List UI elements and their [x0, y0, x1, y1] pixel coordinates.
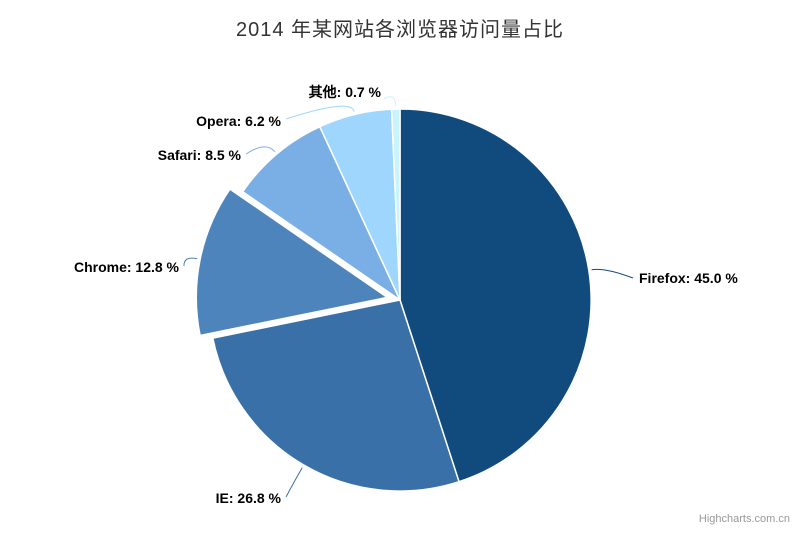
chart-title: 2014 年某网站各浏览器访问量占比 [236, 18, 564, 41]
label-connector-opera [285, 105, 355, 120]
pie-slice-ie[interactable] [212, 299, 460, 492]
data-labels: Firefox: 45.0 % IE: 26.8 % Chrome: 12.8 % S… [73, 83, 739, 507]
pie-slice-safari[interactable] [241, 125, 401, 301]
label-connector-chrome [183, 257, 198, 267]
pie-slice-firefox[interactable] [399, 108, 592, 483]
label-connector-safari [245, 146, 276, 155]
pie-slice-other[interactable] [390, 108, 401, 301]
label-connector-other [383, 96, 397, 107]
data-label-other: 其他: 0.7 % [309, 84, 382, 100]
pie-slice-chrome[interactable] [195, 188, 389, 337]
data-label-firefox: Firefox: 45.0 % [639, 270, 738, 286]
credits-link[interactable]: Highcharts.com.cn [699, 513, 790, 525]
data-label-connectors [183, 96, 634, 498]
data-label-safari: Safari: 8.5 % [158, 147, 242, 163]
label-connector-firefox [591, 268, 634, 279]
data-label-ie: IE: 26.8 % [216, 490, 282, 506]
pie-slices [195, 108, 592, 492]
label-connector-ie [285, 467, 303, 498]
data-label-opera: Opera: 6.2 % [196, 113, 281, 129]
data-label-chrome: Chrome: 12.8 % [74, 259, 180, 275]
